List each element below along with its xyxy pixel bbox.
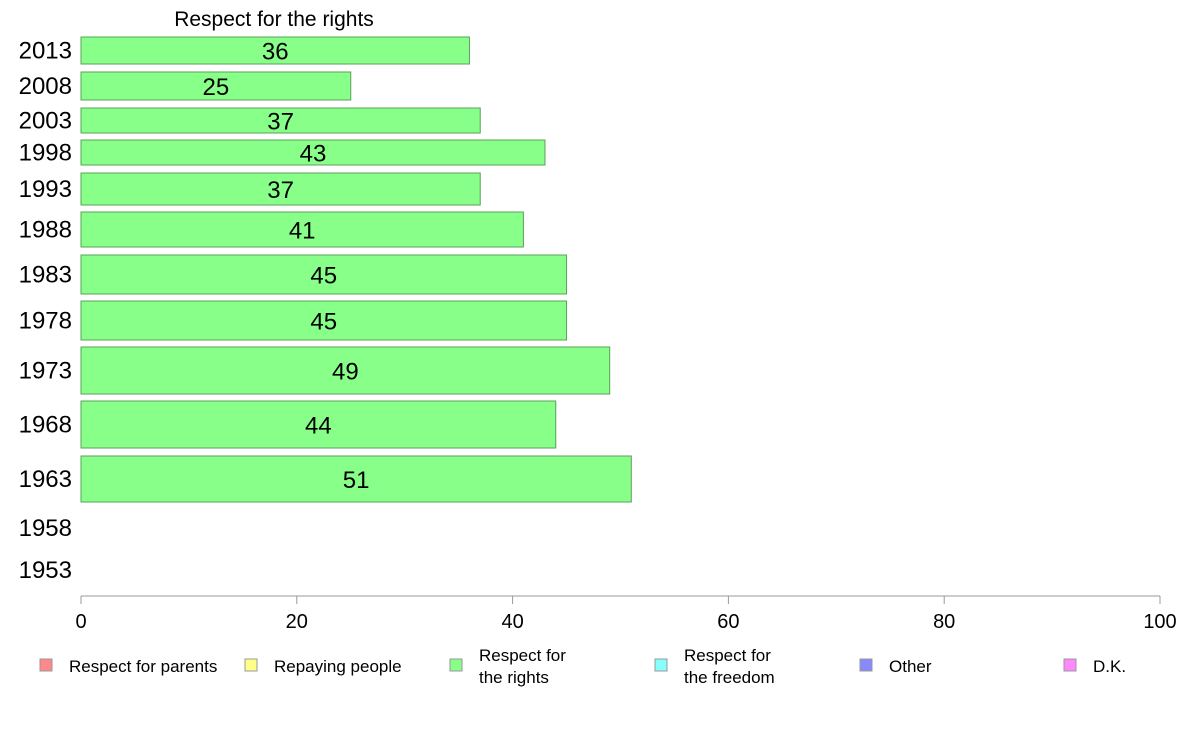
legend-swatch bbox=[39, 658, 53, 672]
bar bbox=[80, 139, 546, 166]
legend-label: Respect for the rights bbox=[479, 646, 566, 687]
bar bbox=[80, 346, 611, 395]
bar bbox=[80, 172, 481, 206]
bar-value-label: 25 bbox=[203, 74, 230, 101]
bar-value-label: 45 bbox=[310, 309, 337, 336]
bar bbox=[80, 455, 632, 503]
y-tick-label: 2003 bbox=[19, 108, 72, 135]
y-tick-label: 1963 bbox=[19, 466, 72, 493]
legend-label-line: the freedom bbox=[684, 668, 775, 687]
bar-value-label: 37 bbox=[267, 177, 294, 204]
bar-value-label: 36 bbox=[262, 39, 289, 66]
x-tick-label: 60 bbox=[717, 611, 739, 633]
legend-label-line: Respect for bbox=[684, 646, 771, 665]
bar-value-label: 44 bbox=[305, 413, 332, 440]
y-tick-label: 1958 bbox=[19, 515, 72, 542]
bar bbox=[80, 300, 568, 341]
legend-item: D.K. bbox=[1063, 657, 1126, 676]
legend-item: Other bbox=[859, 657, 932, 676]
bar bbox=[80, 107, 481, 134]
legend-label-line: Respect for bbox=[479, 646, 566, 665]
bar bbox=[80, 254, 568, 295]
x-tick-label: 100 bbox=[1143, 611, 1176, 633]
y-tick-label: 1953 bbox=[19, 557, 72, 584]
y-tick-label: 1983 bbox=[19, 262, 72, 289]
x-tick-label: 40 bbox=[501, 611, 523, 633]
legend-swatch bbox=[1063, 658, 1077, 672]
y-tick-label: 1978 bbox=[19, 308, 72, 335]
bar-value-label: 37 bbox=[267, 109, 294, 136]
legend-item: Respect for the rights bbox=[449, 646, 566, 687]
legend: Respect for parents Repaying people Respec… bbox=[39, 646, 1126, 687]
bar bbox=[80, 211, 524, 248]
bar-value-label: 45 bbox=[310, 263, 337, 290]
legend-item: Respect for parents bbox=[39, 657, 217, 676]
bar bbox=[80, 71, 352, 101]
y-tick-label: 1988 bbox=[19, 217, 72, 244]
bar-value-label: 43 bbox=[300, 141, 327, 168]
legend-label: Respect for the freedom bbox=[684, 646, 775, 687]
year-labels-group: 2013 2008 2003 1998 1993 1988 1983 1978 1973 1968… bbox=[19, 38, 72, 585]
y-tick-label: 1973 bbox=[19, 358, 72, 385]
legend-swatch bbox=[449, 658, 463, 672]
legend-item: Respect for the freedom bbox=[654, 646, 775, 687]
y-tick-label: 1968 bbox=[19, 412, 72, 439]
x-tick-label: 0 bbox=[75, 611, 86, 633]
y-tick-label: 2008 bbox=[19, 73, 72, 100]
legend-label: Repaying people bbox=[274, 657, 402, 676]
y-tick-label: 1993 bbox=[19, 176, 72, 203]
legend-label: Respect for parents bbox=[69, 657, 217, 676]
legend-item: Repaying people bbox=[244, 657, 402, 676]
bar-value-label: 41 bbox=[289, 218, 316, 245]
bar bbox=[80, 400, 557, 449]
bar bbox=[80, 36, 470, 65]
y-tick-label: 1998 bbox=[19, 140, 72, 167]
bar-value-label: 51 bbox=[343, 467, 370, 494]
legend-label: D.K. bbox=[1093, 657, 1126, 676]
chart-title: Respect for the rights bbox=[174, 8, 374, 31]
legend-label-line: the rights bbox=[479, 668, 549, 687]
legend-swatch bbox=[654, 658, 668, 672]
x-tick-label: 80 bbox=[933, 611, 955, 633]
x-axis: 0 20 40 60 80 100 bbox=[75, 595, 1177, 633]
y-tick-label: 2013 bbox=[19, 38, 72, 65]
bar-value-label: 49 bbox=[332, 359, 359, 386]
x-tick-label: 20 bbox=[286, 611, 308, 633]
legend-swatch bbox=[859, 658, 873, 672]
legend-swatch bbox=[244, 658, 258, 672]
legend-label: Other bbox=[889, 657, 932, 676]
